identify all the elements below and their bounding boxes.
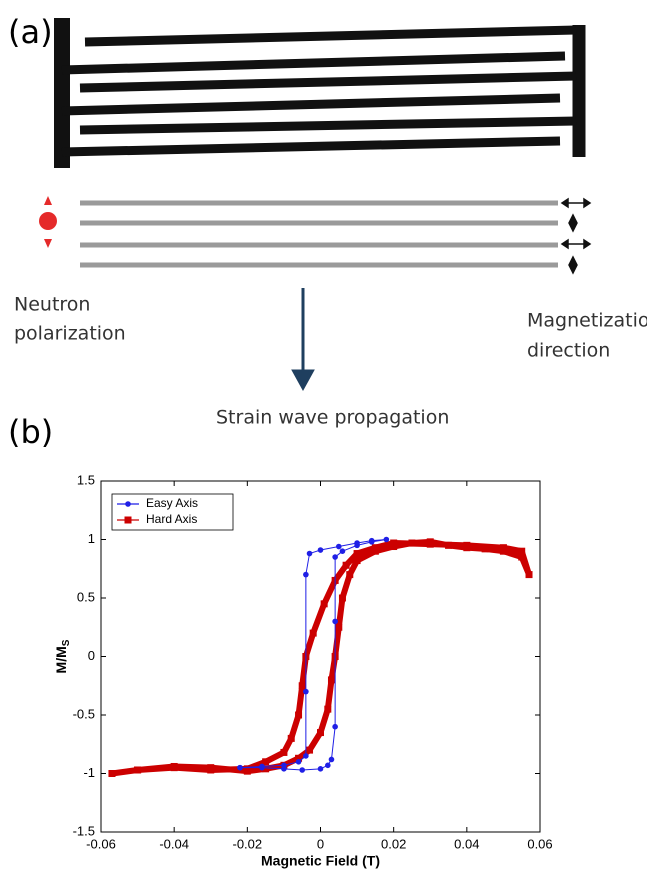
point	[525, 571, 533, 579]
plot-frame	[100, 480, 541, 833]
legend-marker	[125, 501, 131, 507]
point	[317, 729, 324, 737]
point	[499, 547, 507, 555]
caption: Strain wave propagation	[216, 407, 449, 429]
point	[499, 544, 507, 552]
x-tick-label: 0	[317, 836, 324, 851]
x-tick-label: -0.04	[159, 836, 189, 851]
point	[303, 688, 309, 695]
point	[262, 765, 270, 773]
point	[207, 766, 215, 774]
x-tick-label: 0.04	[454, 836, 479, 851]
y-tick-label: -0.5	[73, 706, 95, 721]
point	[325, 762, 331, 769]
y-tick-label: 1	[88, 531, 95, 546]
caption: direction	[527, 340, 610, 362]
series-line	[111, 538, 533, 777]
point	[108, 770, 116, 777]
point	[335, 623, 343, 631]
point	[346, 571, 354, 579]
point	[332, 618, 338, 625]
point	[295, 711, 303, 719]
x-tick-label: 0.06	[527, 836, 552, 851]
y-axis-label-sub: S	[61, 639, 72, 646]
point	[134, 766, 142, 774]
panel-label: (b)	[8, 413, 53, 451]
point	[259, 763, 265, 770]
comb-diagram	[54, 18, 586, 168]
propagation-arrow	[291, 288, 315, 392]
point	[327, 676, 335, 684]
y-axis-label-text: M/M	[53, 646, 69, 673]
y-tick-label: 1.5	[77, 472, 95, 487]
point	[332, 723, 338, 730]
point	[354, 540, 360, 546]
caption: Neutron	[14, 294, 90, 316]
series-line	[239, 539, 387, 771]
layers	[80, 200, 558, 268]
point	[306, 550, 313, 557]
point	[243, 765, 251, 773]
point	[317, 766, 324, 772]
point	[237, 764, 243, 771]
point	[368, 537, 375, 544]
point	[371, 547, 379, 555]
panel-label: (a)	[8, 13, 53, 51]
point	[295, 759, 302, 765]
point	[295, 754, 303, 762]
y-tick-label: -1.5	[73, 823, 95, 838]
point	[371, 544, 379, 552]
y-axis-label: M/MS	[53, 639, 72, 673]
point	[320, 600, 328, 608]
legend-box	[111, 493, 234, 531]
point	[262, 758, 270, 766]
x-tick-label: 0.02	[381, 836, 406, 851]
point	[335, 543, 342, 550]
caption: Magnetization	[527, 310, 647, 332]
legend-label: Easy Axis	[146, 496, 198, 510]
point	[518, 547, 526, 555]
point	[280, 748, 288, 756]
point	[317, 547, 324, 553]
point	[383, 536, 390, 543]
point	[408, 539, 416, 547]
point	[481, 545, 489, 553]
y-tick-label: -1	[83, 765, 95, 780]
point	[426, 540, 434, 548]
point	[518, 553, 526, 561]
point	[281, 762, 287, 769]
point	[445, 541, 453, 549]
point	[332, 554, 338, 560]
point	[463, 541, 471, 549]
point	[306, 746, 314, 754]
plot: -0.06 -0.04 -0.02 0 0.02 0.04 0.06 -1.5 -1 -0.5 0 0…	[53, 472, 553, 868]
point	[170, 764, 178, 772]
point	[390, 539, 398, 547]
point	[303, 753, 309, 759]
point	[328, 756, 335, 763]
point	[338, 594, 346, 602]
point	[353, 557, 361, 565]
neutron-icon	[39, 196, 57, 248]
point	[353, 550, 361, 558]
point	[298, 682, 306, 690]
x-tick-label: -0.06	[86, 836, 116, 851]
magnetization-arrows	[560, 197, 592, 275]
point	[342, 561, 350, 569]
point	[299, 767, 306, 773]
y-tick-label: 0	[88, 648, 95, 663]
point	[287, 734, 295, 742]
caption: polarization	[14, 323, 126, 345]
point	[390, 543, 398, 551]
point	[309, 629, 317, 637]
point	[324, 705, 332, 713]
x-axis-label: Magnetic Field (T)	[261, 853, 380, 869]
point	[303, 571, 309, 578]
legend-label: Hard Axis	[146, 512, 197, 526]
x-tick-label: -0.02	[233, 836, 263, 851]
point	[339, 548, 346, 554]
legend-marker	[124, 516, 132, 524]
y-tick-label: 0.5	[77, 589, 95, 604]
